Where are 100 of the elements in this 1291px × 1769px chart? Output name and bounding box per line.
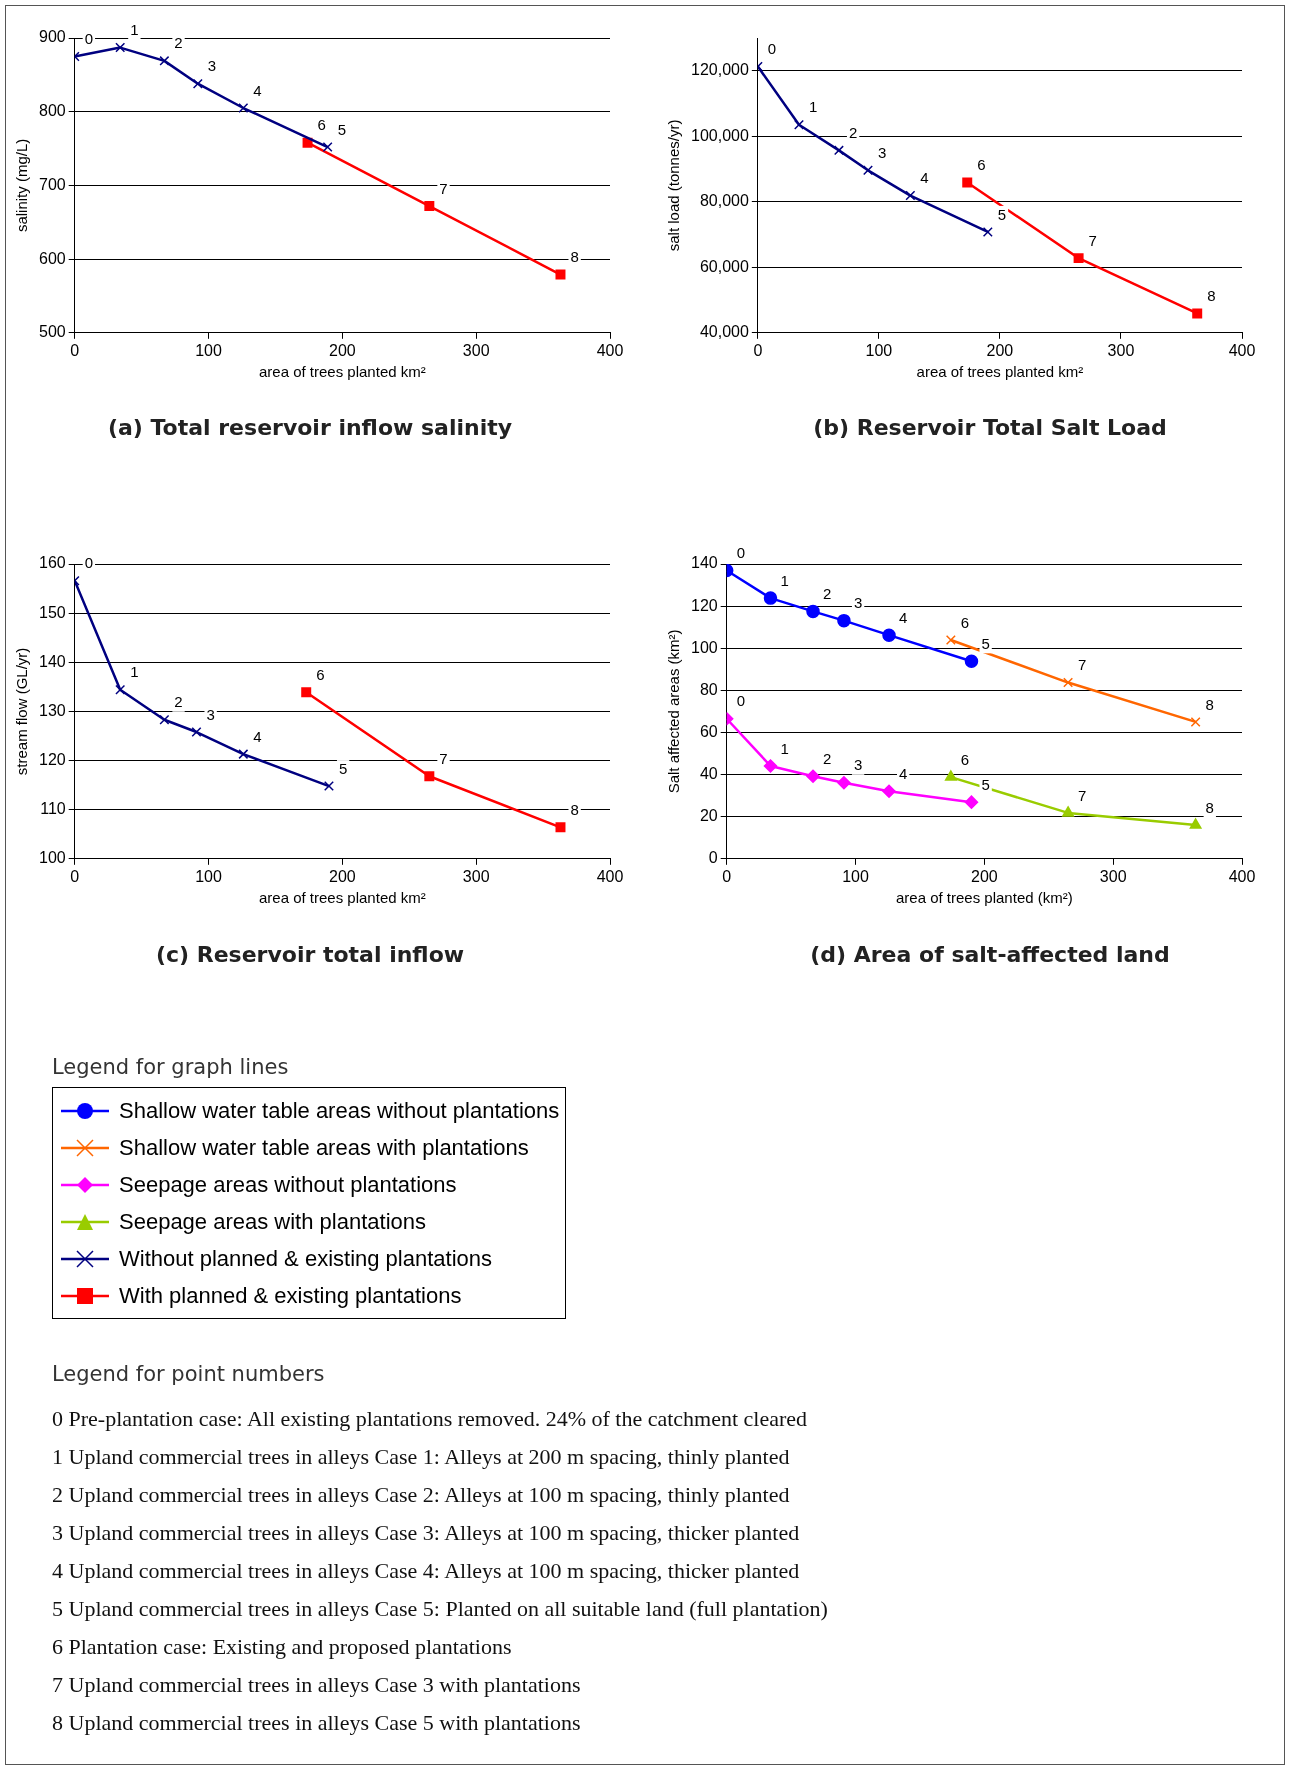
point bbox=[238, 749, 249, 760]
point bbox=[238, 103, 249, 114]
point bbox=[763, 759, 778, 773]
y-tick-label: 100 bbox=[38, 849, 66, 867]
x-tick-label: 0 bbox=[70, 341, 80, 359]
point bbox=[806, 769, 820, 784]
x-tick-label: 200 bbox=[329, 867, 356, 885]
annotation: 3 bbox=[206, 705, 215, 723]
annotation: 3 bbox=[877, 143, 887, 161]
x-tick-label: 300 bbox=[462, 867, 490, 885]
text: 7 Upland commercial trees in alleys Case 3 with plantations bbox=[52, 1672, 581, 1698]
y-tick-label: 20 bbox=[699, 807, 718, 825]
y-tick-label: 80 bbox=[699, 680, 718, 698]
annotation: 5 bbox=[997, 205, 1007, 223]
x-axis-title: area of trees planted km² bbox=[916, 363, 1084, 381]
y-tick-label: 100,000 bbox=[690, 126, 749, 144]
point bbox=[1192, 308, 1203, 319]
annotation: 6 bbox=[960, 750, 970, 768]
annotation: 6 bbox=[316, 665, 325, 683]
text: 8 Upland commercial trees in alleys Case 5 with plantations bbox=[52, 1710, 581, 1736]
annotation: 8 bbox=[570, 801, 579, 818]
annotation: 6 bbox=[960, 613, 970, 631]
x-tick-label: 0 bbox=[753, 341, 763, 359]
annotation: 5 bbox=[338, 759, 348, 777]
annotation: 3 bbox=[853, 756, 863, 774]
annotation: 1 bbox=[780, 571, 789, 589]
point bbox=[837, 613, 851, 628]
point bbox=[882, 784, 896, 798]
legend-label: Seepage areas without plantations bbox=[119, 1171, 457, 1198]
point bbox=[424, 201, 435, 212]
annotation: 5 bbox=[337, 120, 346, 138]
point bbox=[944, 770, 957, 781]
annotation: 3 bbox=[207, 57, 217, 75]
point bbox=[862, 165, 873, 176]
annotation: 8 bbox=[1205, 695, 1214, 713]
y-tick-label: 110 bbox=[40, 800, 66, 818]
x-tick-label: 100 bbox=[842, 867, 869, 885]
annotation: 0 bbox=[84, 30, 94, 48]
point bbox=[982, 226, 993, 237]
point bbox=[1189, 818, 1202, 829]
y-tick-label: 100 bbox=[690, 638, 718, 656]
legend-label: Seepage areas with plantations bbox=[119, 1208, 426, 1235]
annotation: 4 bbox=[899, 764, 908, 782]
x-tick-label: 300 bbox=[1107, 341, 1135, 359]
x-axis-title: area of trees planted (km²) bbox=[895, 889, 1073, 907]
point bbox=[1063, 677, 1074, 688]
text: (a) Total reservoir inflow salinity bbox=[106, 415, 514, 440]
point bbox=[323, 781, 334, 792]
annotation: 4 bbox=[253, 727, 262, 745]
text: Legend for point numbers bbox=[52, 1362, 325, 1386]
annotation: 2 bbox=[848, 123, 858, 141]
annotation: 0 bbox=[767, 40, 777, 58]
x-tick-label: 0 bbox=[70, 867, 80, 885]
legend-label: With planned & existing plantations bbox=[119, 1282, 462, 1309]
annotation: 2 bbox=[823, 585, 832, 603]
text: 6 Plantation case: Existing and proposed plantations bbox=[52, 1634, 512, 1660]
annotation: 7 bbox=[1088, 231, 1097, 249]
annotation: 7 bbox=[439, 749, 448, 767]
point bbox=[159, 55, 170, 66]
point bbox=[833, 145, 844, 156]
annotation: 5 bbox=[981, 634, 990, 652]
point bbox=[115, 684, 126, 695]
y-axis-title: salt load (tonnes/yr) bbox=[665, 119, 683, 252]
point bbox=[322, 142, 333, 153]
y-tick-label: 150 bbox=[38, 603, 66, 621]
x-tick-label: 300 bbox=[1099, 867, 1127, 885]
x-axis-title: area of trees planted km² bbox=[258, 363, 426, 381]
text: (c) Reservoir total inflow bbox=[154, 942, 466, 967]
text: 3 Upland commercial trees in alleys Case 3: Alleys at 100 m spacing, thicker planted bbox=[52, 1520, 800, 1546]
annotation: 1 bbox=[130, 21, 139, 39]
x-tick-label: 200 bbox=[329, 341, 356, 359]
x-tick-label: 200 bbox=[971, 867, 998, 885]
annotation: 6 bbox=[977, 156, 986, 174]
y-axis-title: Salt affected areas (km²) bbox=[665, 629, 683, 794]
point bbox=[882, 628, 896, 642]
annotation: 4 bbox=[253, 81, 262, 99]
annotation: 4 bbox=[920, 169, 929, 187]
x-tick-label: 100 bbox=[195, 867, 222, 885]
legend-label: Shallow water table areas without plantations bbox=[119, 1097, 560, 1124]
text: 0 Pre-plantation case: All existing plantations removed. 24% of the catchment cleared bbox=[52, 1406, 808, 1432]
y-tick-label: 130 bbox=[38, 701, 66, 719]
y-tick-label: 40 bbox=[699, 764, 718, 782]
y-tick-label: 700 bbox=[38, 175, 66, 193]
point bbox=[806, 604, 820, 619]
point bbox=[555, 822, 566, 833]
y-tick-label: 500 bbox=[38, 323, 66, 341]
y-tick-label: 140 bbox=[38, 652, 66, 670]
point bbox=[763, 591, 778, 605]
legend-title: Legend for graph lines bbox=[52, 1055, 289, 1079]
annotation: 2 bbox=[823, 749, 832, 767]
legend-label: Without planned & existing plantations bbox=[119, 1245, 493, 1272]
y-tick-label: 60,000 bbox=[699, 257, 749, 275]
y-tick-label: 40,000 bbox=[699, 323, 749, 341]
x-tick-label: 400 bbox=[1228, 867, 1256, 885]
y-tick-label: 0 bbox=[708, 849, 718, 867]
x-tick-label: 100 bbox=[865, 341, 893, 359]
point bbox=[1062, 806, 1075, 817]
y-axis-title: salinity (mg/L) bbox=[13, 138, 31, 233]
point bbox=[837, 776, 851, 790]
annotation: 3 bbox=[853, 594, 863, 612]
